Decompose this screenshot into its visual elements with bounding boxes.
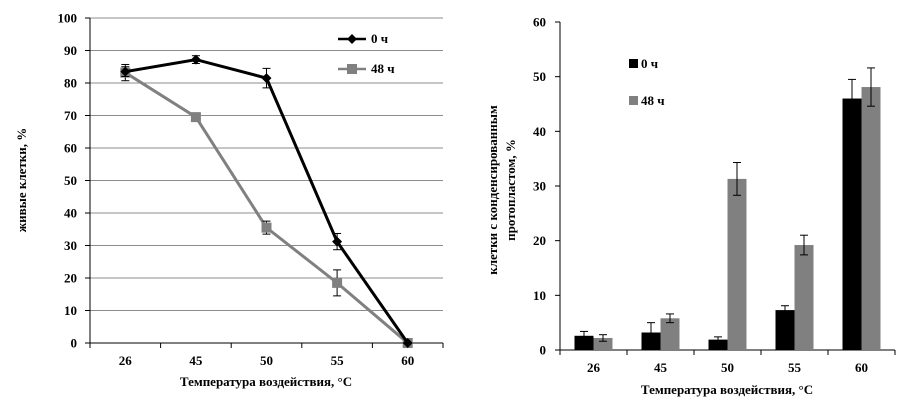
bar-chart-y-tick-label: 10 — [533, 288, 546, 303]
data-point-square — [261, 222, 272, 233]
line-chart-x-tick-label: 60 — [401, 353, 414, 368]
bar-chart-y-axis-title-line1: клетки с конденсированным — [485, 105, 500, 275]
line-chart-y-tick-label: 80 — [64, 76, 77, 91]
legend-label-0h: 0 ч — [641, 56, 658, 71]
line-chart-gridlines — [90, 17, 443, 311]
line-series-path — [124, 71, 409, 345]
bar — [708, 339, 728, 350]
line-chart-y-tick-label: 100 — [58, 11, 78, 26]
bar-chart-x-tick-label: 26 — [587, 360, 601, 375]
bar-chart-y-tick-label: 60 — [533, 15, 546, 30]
line-chart-y-tick-label: 70 — [64, 108, 77, 123]
line-series-48ч — [120, 63, 413, 348]
bar — [794, 245, 814, 350]
line-series-0ч — [120, 54, 413, 348]
bar-chart-x-tick-label: 50 — [721, 360, 734, 375]
bar — [593, 337, 613, 350]
line-chart-y-tick-label: 20 — [64, 271, 77, 286]
data-point-square — [190, 112, 201, 123]
bar-chart-bars — [574, 67, 881, 351]
bar-chart-y-tick-label: 20 — [533, 233, 546, 248]
bar-chart: 0 10 20 30 40 50 60 26 45 50 55 60 0 ч 48 ч Темпер… — [485, 15, 896, 397]
bar-chart-y-tick-label: 30 — [533, 179, 546, 194]
line-chart-x-axis-title: Температура воздействия, °С — [180, 374, 352, 389]
legend-swatch-48h — [629, 96, 638, 105]
bar-chart-y-tick-label: 50 — [533, 69, 546, 84]
bar — [842, 98, 862, 351]
line-chart-series — [120, 54, 413, 348]
bar-chart-y-ticks: 0 10 20 30 40 50 60 — [533, 15, 560, 358]
bar-chart-x-ticks: 26 45 50 55 60 — [559, 350, 896, 375]
bar-chart-y-axis-title-line2: протопластом, % — [503, 139, 518, 241]
bar — [727, 178, 747, 350]
bar-chart-x-axis-title: Температура воздействия, °С — [641, 382, 813, 397]
line-chart-legend: 0 ч 48 ч — [338, 31, 395, 76]
line-chart-x-tick-label: 50 — [260, 353, 273, 368]
bar — [861, 87, 881, 350]
line-chart-y-ticks: 0 10 20 30 40 50 60 70 80 90 100 — [58, 11, 90, 351]
legend-swatch-0h — [629, 59, 638, 68]
bar-chart-x-tick-label: 55 — [788, 360, 802, 375]
bar — [574, 335, 594, 350]
line-chart-x-tick-label: 55 — [331, 353, 345, 368]
data-point-diamond — [190, 54, 201, 65]
line-chart-x-tick-label: 45 — [189, 353, 203, 368]
line-chart: 0 10 20 30 40 50 60 70 80 90 100 26 45 50 55 60 0 ч 48… — [14, 11, 444, 389]
line-chart-y-tick-label: 90 — [64, 43, 77, 58]
bar-chart-x-tick-label: 60 — [855, 360, 868, 375]
data-point-diamond — [120, 66, 131, 77]
legend-marker-square — [347, 64, 357, 74]
bar-chart-y-tick-label: 40 — [533, 124, 546, 139]
bar-chart-legend: 0 ч 48 ч — [629, 56, 665, 108]
bar-chart-x-tick-label: 45 — [654, 360, 668, 375]
bar-series-0ч — [574, 78, 862, 351]
line-chart-y-tick-label: 60 — [64, 141, 77, 156]
line-chart-y-tick-label: 0 — [71, 336, 78, 351]
legend-label-48h: 48 ч — [371, 61, 395, 76]
line-chart-y-tick-label: 50 — [64, 173, 77, 188]
data-point-diamond — [261, 73, 272, 84]
data-point-square — [332, 277, 343, 288]
legend-label-48h: 48 ч — [641, 93, 665, 108]
bar-chart-y-tick-label: 0 — [540, 343, 547, 358]
line-chart-x-tick-label: 26 — [119, 353, 133, 368]
data-point-diamond — [332, 236, 343, 247]
line-chart-y-tick-label: 10 — [64, 303, 77, 318]
line-chart-y-axis-title: живые клетки, % — [14, 128, 29, 233]
line-chart-y-tick-label: 40 — [64, 206, 77, 221]
line-chart-y-tick-label: 30 — [64, 238, 77, 253]
bar-series-48ч — [593, 67, 881, 350]
legend-label-0h: 0 ч — [371, 31, 388, 46]
bar — [660, 318, 680, 350]
line-chart-x-ticks: 26 45 50 55 60 — [89, 343, 444, 368]
line-series-path — [125, 58, 409, 344]
legend-marker-diamond — [347, 34, 357, 44]
data-point-diamond — [402, 338, 413, 348]
bar — [775, 310, 795, 350]
